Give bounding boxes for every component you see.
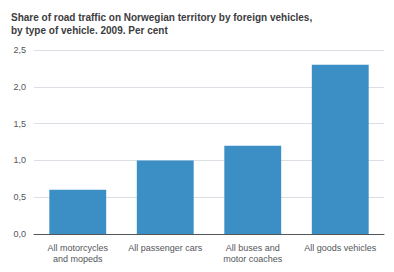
svg-text:2,5: 2,5 [13,45,26,55]
svg-text:2,0: 2,0 [13,82,26,92]
svg-text:All buses and: All buses and [226,243,280,253]
svg-text:All passenger cars: All passenger cars [128,243,203,253]
svg-text:and mopeds: and mopeds [53,254,103,264]
svg-text:0,5: 0,5 [13,192,26,202]
svg-text:1,5: 1,5 [13,119,26,129]
svg-text:1,0: 1,0 [13,155,26,165]
svg-text:All goods vehicles: All goods vehicles [304,243,377,253]
svg-text:All motorcycles: All motorcycles [47,243,108,253]
svg-text:motor coaches: motor coaches [223,254,283,264]
svg-text:0,0: 0,0 [13,229,26,239]
svg-text:by type of vehicle. 2009. Per: by type of vehicle. 2009. Per cent [11,25,168,36]
svg-text:Share of road traffic on Norwe: Share of road traffic on Norwegian terri… [11,12,312,23]
